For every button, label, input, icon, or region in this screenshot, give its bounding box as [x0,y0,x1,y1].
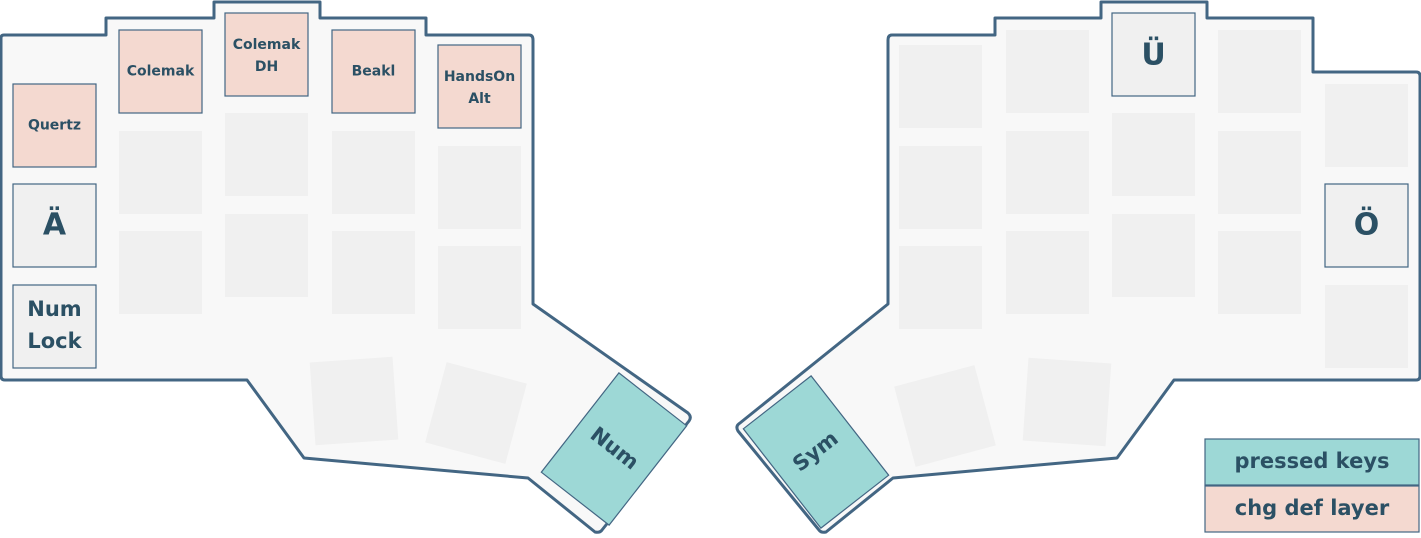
key-num-lock: Num Lock [12,284,97,369]
key-o-umlaut: Ö [1324,183,1409,268]
key-colemak: Colemak [118,29,203,114]
legend: pressed keys chg def layer [1204,438,1420,533]
blank-key [332,131,415,214]
key-num-thumb: Num [540,372,688,526]
key-label: Ä [43,207,67,243]
blank-key [1112,214,1195,297]
key-label: Alt [468,91,491,107]
blank-key [332,231,415,314]
blank-thumb-key [309,356,399,446]
key-quertz: Quertz [12,83,97,168]
blank-key [225,214,308,297]
blank-key [225,113,308,196]
key-label: Ö [1354,206,1380,243]
key-u-umlaut: Ü [1111,12,1196,97]
legend-label: pressed keys [1234,449,1389,473]
blank-key [438,246,521,329]
blank-key [438,146,521,229]
blank-key [899,246,982,329]
blank-thumb-key [1022,357,1112,447]
blank-key [1006,30,1089,113]
blank-key [1218,30,1301,113]
blank-key [899,45,982,128]
key-label: DH [255,59,278,75]
key-label: Quertz [28,118,81,134]
blank-key [1325,285,1408,368]
blank-thumb-key [894,365,996,467]
blank-key [1006,231,1089,314]
key-a-umlaut: Ä [12,183,97,268]
legend-item-pressed: pressed keys [1204,438,1420,486]
legend-label: chg def layer [1235,496,1390,520]
key-sym-thumb: Sym [742,375,890,529]
key-label: Beakl [352,64,396,80]
key-label: HandsOn [444,69,515,85]
key-colemak-dh: Colemak DH [224,12,309,97]
blank-key [1112,113,1195,196]
blank-key [119,231,202,314]
legend-item-chg-def: chg def layer [1204,485,1420,533]
key-label: Num [27,297,81,321]
blank-key [1325,84,1408,167]
blank-key [899,146,982,229]
blank-key [119,131,202,214]
key-label: Colemak [127,64,195,80]
key-label: Lock [27,329,82,353]
blank-thumb-key [425,362,527,464]
blank-key [1006,131,1089,214]
blank-key [1218,231,1301,314]
key-beakl: Beakl [331,29,416,114]
key-label: Ü [1141,36,1165,73]
key-handson-alt: HandsOn Alt [437,44,522,129]
key-label: Colemak [233,37,301,53]
blank-key [1218,131,1301,214]
